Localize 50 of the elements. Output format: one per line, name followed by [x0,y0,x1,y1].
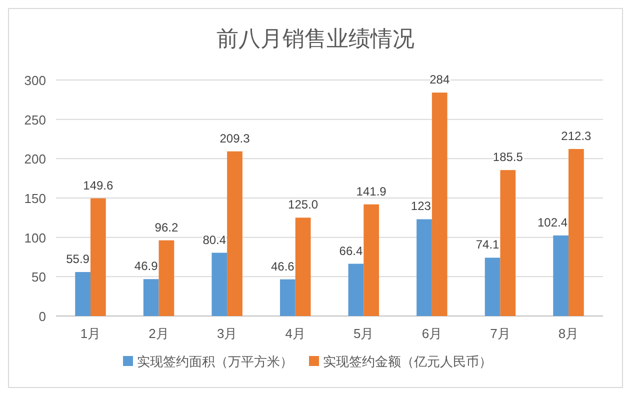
data-label: 74.1 [476,238,500,252]
bar [212,252,228,316]
bar [500,170,516,316]
bar [484,258,500,316]
data-label: 66.4 [339,244,363,258]
y-tick-label: 250 [24,112,46,128]
y-tick-label: 0 [38,309,46,324]
bar [143,279,159,316]
data-label: 125.0 [288,198,318,212]
y-tick-label: 300 [24,73,46,88]
chart-title: 前八月销售业绩情况 [216,26,414,51]
bar [280,279,296,316]
data-label: 80.4 [202,232,226,247]
data-label: 209.3 [220,131,250,146]
data-label: 55.9 [66,252,90,266]
y-tick-label: 100 [24,230,46,246]
bar [75,272,90,316]
data-label: 96.2 [154,220,178,234]
x-tick-label: 4月 [285,326,306,341]
x-tick-label: 6月 [422,326,442,341]
x-tick-label: 2月 [148,326,169,341]
bar [227,151,242,316]
bar [568,148,584,316]
data-label: 212.3 [561,128,592,143]
bar [348,264,364,316]
bar [432,92,448,316]
legend-label: 实现签约面积（万平方米） [137,354,293,369]
x-tick-label: 3月 [216,326,238,341]
y-tick-label: 200 [24,152,46,167]
x-tick-label: 7月 [490,326,510,341]
x-tick-label: 5月 [354,326,374,341]
legend-label: 实现签约金额（亿元人民币） [323,354,492,369]
data-label: 141.9 [356,184,387,198]
y-tick-label: 150 [24,191,46,206]
x-tick-label: 1月 [80,326,101,341]
bar [158,240,174,316]
data-label: 185.5 [492,150,524,164]
bar [553,235,569,316]
x-tick-label: 8月 [558,326,579,341]
bar [364,204,380,316]
data-label: 123 [410,199,432,214]
data-label: 102.4 [537,215,568,230]
data-label: 284 [430,72,450,87]
bar [90,198,106,316]
data-label: 46.9 [134,259,158,274]
bar [416,219,432,316]
bar [295,218,311,316]
data-label: 149.6 [83,178,114,192]
data-label: 46.6 [270,259,295,274]
y-tick-label: 50 [32,270,46,285]
